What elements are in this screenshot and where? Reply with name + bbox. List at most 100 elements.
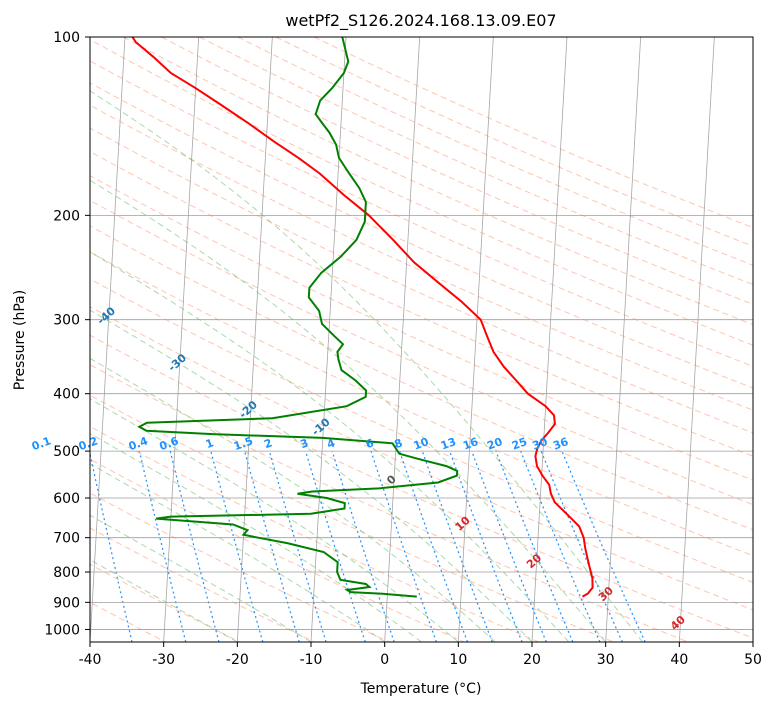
isotherm-line — [384, 37, 421, 642]
moist-adiabat — [90, 357, 496, 642]
y-tick-label: 400 — [53, 387, 80, 403]
mixing-ratio-line — [210, 450, 264, 642]
y-axis: 100 200 300 400 500 600 700 800 900 1000 — [44, 30, 90, 638]
x-tick-label: 50 — [744, 652, 762, 668]
y-axis-label: Pressure (hPa) — [12, 290, 28, 390]
mixing-ratio-line — [540, 450, 623, 642]
plot-frame — [89, 36, 754, 643]
mixing-ratio-line — [331, 450, 395, 642]
x-tick-label: 10 — [449, 652, 467, 668]
mixing-ratio-line — [421, 450, 493, 642]
dry-adiabat — [313, 37, 753, 229]
dry-adiabat — [90, 251, 753, 557]
isotherm-label: -10 — [309, 415, 333, 438]
moist-adiabat — [90, 251, 570, 642]
isotherm-label: -20 — [237, 398, 261, 421]
x-tick-label: 20 — [523, 652, 541, 668]
dry-adiabat — [90, 394, 614, 642]
mixing-ratio-label: 8 — [393, 436, 405, 451]
dry-adiabat — [90, 199, 753, 506]
mixing-ratio-line — [471, 450, 547, 642]
moist-adiabat — [90, 179, 607, 642]
isotherm-label: 0 — [384, 472, 399, 487]
mixing-ratio-label: 10 — [412, 435, 431, 453]
dry-adiabat — [90, 426, 539, 642]
dry-adiabat — [90, 104, 753, 411]
chart-title: wetPf2_S126.2024.168.13.09.E07 — [285, 11, 556, 31]
isotherm-line — [752, 635, 753, 642]
mixing-ratio-line — [138, 450, 187, 642]
mixing-ratio-label: 25 — [510, 435, 529, 452]
mixing-ratio-line — [495, 450, 574, 642]
y-tick-label: 300 — [53, 313, 80, 329]
x-axis: -40 -30 -20 -10 0 10 20 30 40 50 — [79, 642, 762, 668]
isotherm-line — [531, 37, 568, 642]
mixing-ratio-label: 0.4 — [127, 434, 150, 453]
mixing-ratio-label: 1 — [204, 436, 216, 451]
dry-adiabat — [199, 37, 753, 286]
mixing-ratio-line — [244, 450, 300, 642]
mixing-ratio-line — [449, 450, 523, 642]
dewpoint-curve — [137, 37, 459, 598]
moist-adiabat — [90, 514, 312, 642]
mixing-ratio-line — [561, 450, 646, 642]
isotherm-label: -30 — [166, 351, 190, 374]
dry-adiabat — [90, 306, 753, 611]
dry-adiabat — [90, 527, 315, 642]
mixing-ratio-line — [370, 450, 437, 642]
isotherm-label: 40 — [668, 613, 688, 633]
mixing-ratio-label: 6 — [364, 436, 376, 451]
dry-adiabat — [90, 278, 753, 583]
isotherm-line — [163, 37, 200, 642]
dry-adiabat — [90, 492, 390, 642]
y-tick-label: 200 — [53, 208, 80, 224]
y-tick-label: 100 — [53, 30, 80, 46]
x-tick-label: 0 — [380, 652, 389, 668]
mixing-ratio-line — [305, 450, 366, 642]
x-tick-label: -10 — [300, 652, 323, 668]
mixing-ratio-label: 13 — [439, 435, 458, 452]
dry-adiabat — [90, 334, 753, 639]
isotherm-line — [678, 37, 715, 642]
isotherm-line — [605, 37, 642, 642]
moist-adiabat — [90, 432, 422, 642]
dry-adiabat — [90, 60, 753, 367]
x-tick-label: -30 — [152, 652, 175, 668]
moist-adiabat — [90, 463, 385, 642]
temperature-curve — [131, 37, 594, 598]
mixing-ratio-label: 0.1 — [30, 434, 53, 453]
x-tick-label: 40 — [670, 652, 688, 668]
mixing-ratio-line — [169, 450, 220, 642]
moist-adiabat — [90, 309, 533, 642]
dry-adiabat — [90, 150, 753, 457]
y-tick-label: 600 — [53, 491, 80, 507]
mixing-ratio-label: 30 — [531, 435, 550, 453]
x-tick-label: -40 — [79, 652, 102, 668]
mixing-ratio-label: 0.2 — [77, 434, 100, 453]
isotherm-line — [457, 37, 494, 642]
y-tick-label: 900 — [53, 595, 80, 611]
mixing-ratio-label: 0.6 — [158, 434, 181, 453]
x-tick-label: -20 — [226, 652, 249, 668]
y-tick-label: 700 — [53, 531, 80, 547]
y-tick-label: 500 — [53, 444, 80, 460]
mixing-ratio-line — [399, 450, 469, 642]
isotherm-line — [90, 37, 126, 642]
y-tick-label: 800 — [53, 565, 80, 581]
mixing-ratio-label: 16 — [461, 435, 480, 453]
y-tick-label: 1000 — [44, 622, 80, 638]
mixing-ratio-line — [520, 450, 601, 642]
mixing-ratio-label: 4 — [325, 436, 337, 451]
dry-adiabat — [90, 39, 753, 346]
dry-adiabat — [90, 82, 753, 389]
isotherm-label: -40 — [95, 304, 119, 327]
mixing-ratio-label: 1.5 — [232, 434, 255, 453]
mixing-ratio-line — [268, 450, 327, 642]
dry-adiabat — [90, 458, 465, 642]
isotherm-label: 10 — [453, 514, 473, 534]
dry-adiabat — [90, 225, 753, 531]
mixing-ratio-label: 2 — [262, 436, 274, 451]
dry-adiabat — [123, 37, 753, 326]
x-tick-label: 30 — [597, 652, 615, 668]
